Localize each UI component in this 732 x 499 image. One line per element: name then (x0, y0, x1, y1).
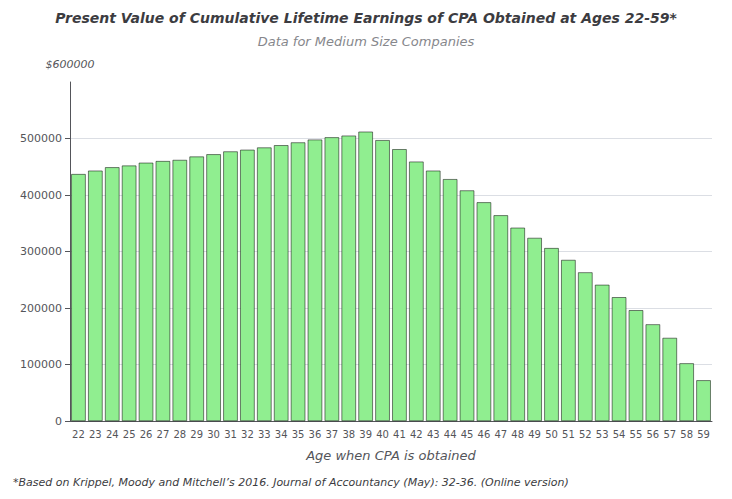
svg-text:31: 31 (224, 429, 237, 440)
svg-text:400000: 400000 (20, 189, 62, 202)
svg-text:49: 49 (528, 429, 541, 440)
svg-text:$600000: $600000 (46, 58, 95, 71)
svg-text:34: 34 (275, 429, 288, 440)
svg-text:Data for Medium Size Companies: Data for Medium Size Companies (258, 34, 475, 49)
svg-text:45: 45 (461, 429, 474, 440)
svg-text:52: 52 (579, 429, 592, 440)
svg-text:Age when CPA is obtained: Age when CPA is obtained (305, 448, 476, 463)
svg-text:46: 46 (478, 429, 491, 440)
svg-text:26: 26 (140, 429, 153, 440)
svg-text:43: 43 (427, 429, 440, 440)
svg-text:25: 25 (123, 429, 136, 440)
svg-text:28: 28 (173, 429, 186, 440)
svg-text:40: 40 (376, 429, 389, 440)
svg-text:200000: 200000 (20, 302, 62, 315)
svg-text:23: 23 (89, 429, 102, 440)
svg-text:32: 32 (241, 429, 254, 440)
svg-text:56: 56 (647, 429, 660, 440)
svg-text:48: 48 (511, 429, 524, 440)
svg-text:41: 41 (393, 429, 406, 440)
svg-text:30: 30 (207, 429, 220, 440)
svg-text:57: 57 (663, 429, 676, 440)
svg-text:37: 37 (326, 429, 339, 440)
svg-text:27: 27 (157, 429, 170, 440)
svg-text:22: 22 (72, 429, 85, 440)
svg-text:44: 44 (444, 429, 457, 440)
svg-text:33: 33 (258, 429, 271, 440)
svg-text:54: 54 (613, 429, 626, 440)
svg-text:36: 36 (309, 429, 322, 440)
svg-text:47: 47 (494, 429, 507, 440)
svg-text:55: 55 (630, 429, 643, 440)
svg-text:50: 50 (545, 429, 558, 440)
svg-text:42: 42 (410, 429, 423, 440)
svg-text:38: 38 (342, 429, 355, 440)
svg-text:59: 59 (697, 429, 710, 440)
svg-text:24: 24 (106, 429, 119, 440)
svg-text:29: 29 (190, 429, 203, 440)
svg-text:35: 35 (292, 429, 305, 440)
svg-text:100000: 100000 (20, 358, 62, 371)
svg-text:300000: 300000 (20, 245, 62, 258)
svg-text:500000: 500000 (20, 132, 62, 145)
svg-text:Present Value of Cumulative Li: Present Value of Cumulative Lifetime Ear… (55, 10, 677, 26)
svg-text:39: 39 (359, 429, 372, 440)
svg-text:58: 58 (680, 429, 693, 440)
svg-text:51: 51 (562, 429, 575, 440)
svg-text:53: 53 (596, 429, 609, 440)
svg-text:*Based on Krippel, Moody and M: *Based on Krippel, Moody and Mitchell’s … (13, 476, 569, 489)
svg-text:0: 0 (55, 415, 62, 428)
